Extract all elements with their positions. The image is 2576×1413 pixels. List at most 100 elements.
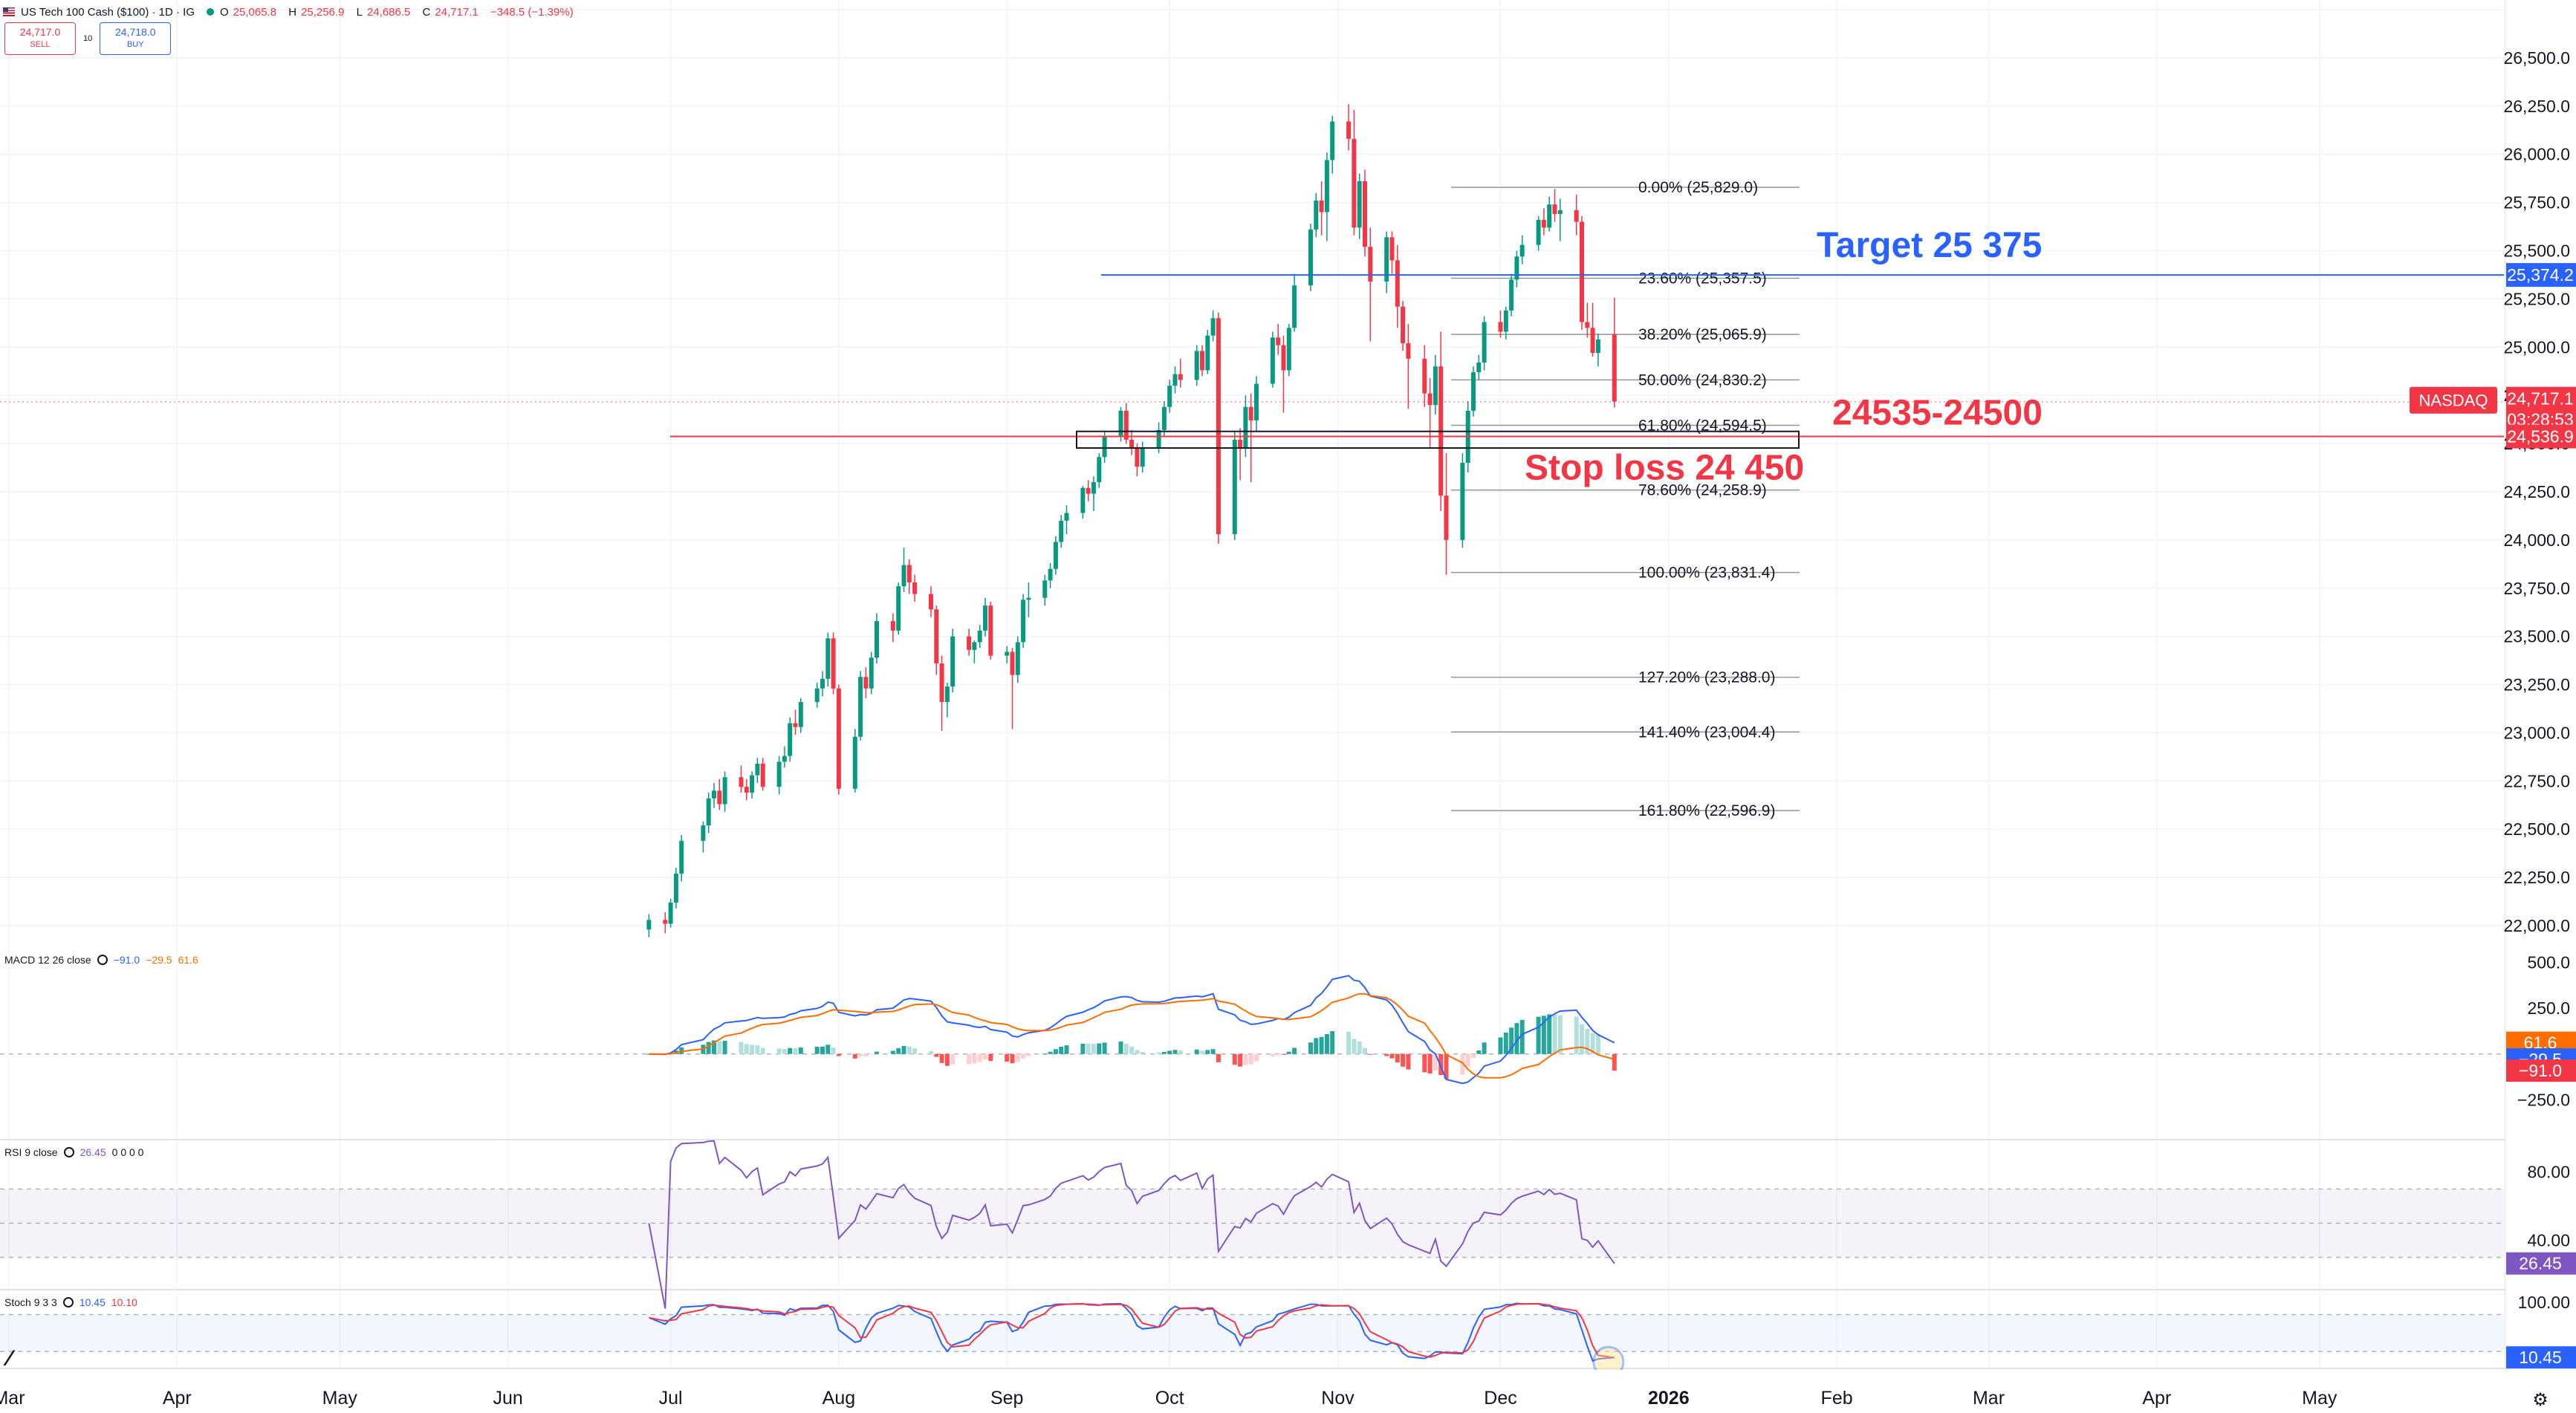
- candle-body[interactable]: [1232, 439, 1237, 535]
- rsi-legend[interactable]: RSI 9 close 26.45 0 0 0 0: [4, 1146, 144, 1158]
- candle-body[interactable]: [798, 701, 803, 727]
- candle-body[interactable]: [1482, 322, 1487, 363]
- series-name-tag[interactable]: [2410, 386, 2497, 414]
- candle-body[interactable]: [1324, 160, 1329, 212]
- candle-body[interactable]: [1595, 339, 1600, 354]
- candle-body[interactable]: [788, 723, 793, 756]
- rsi-pane[interactable]: [0, 1140, 2504, 1309]
- candle-body[interactable]: [1406, 343, 1411, 359]
- candle-body[interactable]: [929, 594, 933, 610]
- candle-body[interactable]: [1368, 247, 1373, 282]
- candle-body[interactable]: [1167, 386, 1172, 407]
- candle-body[interactable]: [1319, 200, 1324, 212]
- candle-body[interactable]: [668, 902, 673, 924]
- buy-button[interactable]: 24,718.0 BUY: [100, 22, 172, 55]
- candle-body[interactable]: [1476, 363, 1482, 373]
- macd-pane[interactable]: [0, 975, 2504, 1085]
- candle-body[interactable]: [1384, 237, 1389, 282]
- candle-body[interactable]: [706, 798, 711, 826]
- candle-body[interactable]: [760, 763, 765, 787]
- candle-body[interactable]: [863, 677, 869, 689]
- candle-body[interactable]: [1064, 513, 1069, 521]
- candle-body[interactable]: [750, 775, 755, 793]
- candle-body[interactable]: [1314, 200, 1319, 230]
- macd-value-badge[interactable]: [2506, 1059, 2576, 1082]
- candle-body[interactable]: [1346, 121, 1352, 139]
- candle-body[interactable]: [1281, 345, 1286, 371]
- candle-body[interactable]: [1401, 306, 1406, 344]
- candle-body[interactable]: [983, 605, 987, 631]
- candle-body[interactable]: [744, 787, 749, 793]
- stoch-value-badge[interactable]: [2506, 1346, 2576, 1369]
- candle-body[interactable]: [1308, 229, 1313, 286]
- candle-body[interactable]: [1010, 652, 1015, 675]
- candle-body[interactable]: [1059, 520, 1064, 542]
- candle-body[interactable]: [1238, 439, 1243, 448]
- macd-line[interactable]: [649, 975, 1615, 1085]
- candle-body[interactable]: [1123, 410, 1129, 440]
- candle-body[interactable]: [1216, 318, 1221, 535]
- candle-body[interactable]: [755, 763, 760, 776]
- candle-body[interactable]: [1015, 642, 1020, 675]
- settings-gear-icon[interactable]: [97, 955, 108, 965]
- candle-body[interactable]: [1178, 374, 1183, 380]
- candle-body[interactable]: [1433, 366, 1438, 406]
- candle-body[interactable]: [896, 586, 901, 631]
- candle-body[interactable]: [944, 686, 950, 702]
- candle-body[interactable]: [1427, 393, 1433, 406]
- candle-body[interactable]: [890, 620, 895, 631]
- candle-body[interactable]: [1471, 372, 1476, 411]
- candle-body[interactable]: [1352, 138, 1357, 228]
- candle-body[interactable]: [722, 777, 727, 805]
- candle-body[interactable]: [1552, 204, 1557, 215]
- macd-signal-line[interactable]: [649, 993, 1615, 1079]
- entry-zone-box[interactable]: [1076, 430, 1800, 449]
- candle-body[interactable]: [1254, 383, 1259, 420]
- candle-body[interactable]: [814, 688, 820, 702]
- candle-body[interactable]: [1395, 260, 1400, 307]
- candle-body[interactable]: [1330, 121, 1335, 160]
- last-price-badge[interactable]: [2506, 386, 2576, 432]
- candle-body[interactable]: [1286, 328, 1291, 371]
- candle-body[interactable]: [1172, 374, 1178, 386]
- candle-body[interactable]: [1460, 463, 1465, 540]
- candle-body[interactable]: [875, 620, 879, 658]
- candle-body[interactable]: [939, 663, 944, 702]
- settings-gear-icon[interactable]: [62, 1297, 74, 1308]
- sell-button[interactable]: 24,717.0 SELL: [4, 22, 76, 55]
- candle-body[interactable]: [1590, 328, 1595, 354]
- rsi-value-badge[interactable]: [2506, 1252, 2576, 1275]
- candle-body[interactable]: [782, 756, 787, 762]
- candle-body[interactable]: [1129, 439, 1135, 448]
- candle-body[interactable]: [906, 565, 912, 582]
- candle-body[interactable]: [934, 609, 939, 663]
- macd-legend[interactable]: MACD 12 26 close −91.0 −29.5 61.6: [4, 954, 198, 966]
- candle-body[interactable]: [1541, 219, 1546, 228]
- price-pane[interactable]: [646, 104, 1617, 938]
- candle-body[interactable]: [1580, 221, 1584, 322]
- candle-body[interactable]: [1210, 318, 1216, 336]
- candle-body[interactable]: [1276, 337, 1281, 345]
- candle-body[interactable]: [776, 761, 782, 787]
- candle-body[interactable]: [967, 636, 972, 650]
- annotations[interactable]: Target 25 375 24535-24500 Stop loss 24 450: [0, 226, 2504, 487]
- candle-body[interactable]: [912, 582, 918, 594]
- candle-body[interactable]: [1021, 600, 1026, 643]
- candle-body[interactable]: [712, 790, 716, 799]
- candle-body[interactable]: [717, 790, 722, 805]
- candle-body[interactable]: [663, 920, 668, 924]
- candle-body[interactable]: [739, 777, 744, 787]
- candle-body[interactable]: [673, 873, 678, 903]
- settings-gear-icon[interactable]: ⚙: [2532, 1390, 2549, 1410]
- candle-body[interactable]: [1205, 335, 1210, 371]
- candle-body[interactable]: [1498, 322, 1503, 332]
- candle-body[interactable]: [836, 688, 841, 789]
- candle-body[interactable]: [820, 678, 825, 689]
- candle-body[interactable]: [1161, 406, 1167, 430]
- candle-body[interactable]: [1585, 322, 1590, 328]
- candle-body[interactable]: [869, 657, 874, 689]
- candle-body[interactable]: [679, 840, 684, 874]
- stoch-k-line[interactable]: [649, 1302, 1615, 1362]
- candle-body[interactable]: [852, 736, 857, 789]
